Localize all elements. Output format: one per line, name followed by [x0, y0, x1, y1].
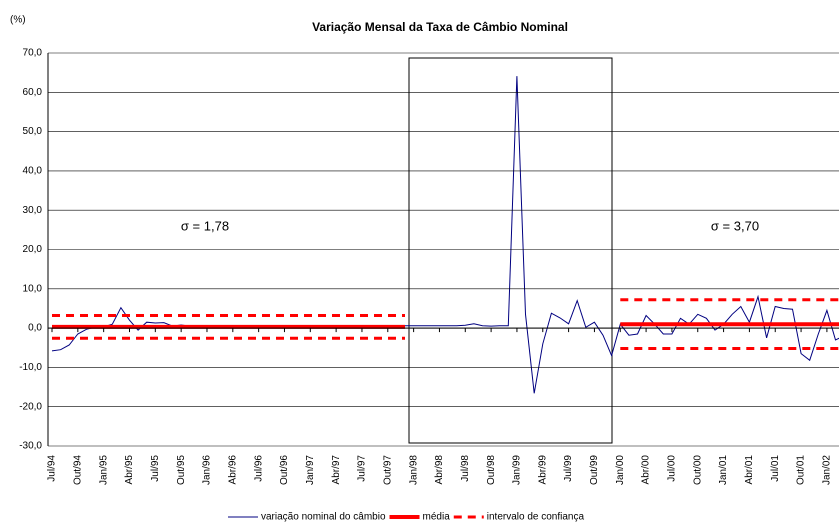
x-tick-label: Jul/96 [253, 455, 264, 482]
x-tick-label: Abr/98 [434, 455, 445, 485]
x-tick-label: Jul/00 [667, 455, 678, 482]
x-tick-label: Abr/99 [537, 455, 548, 485]
y-tick-label: -10,0 [19, 362, 42, 373]
x-tick-label: Out/00 [692, 455, 703, 485]
y-tick-label: -20,0 [19, 401, 42, 412]
x-tick-label: Jul/95 [150, 455, 161, 482]
x-tick-label: Jan/95 [98, 455, 109, 485]
series-line [52, 336, 839, 350]
x-tick-label: Out/99 [589, 455, 600, 485]
plot-area [51, 76, 839, 394]
x-tick-label: Out/98 [486, 455, 497, 485]
x-tick-label: Jan/98 [408, 455, 419, 485]
x-tick-label: Abr/01 [744, 455, 755, 485]
x-tick-label: Jul/01 [770, 455, 781, 482]
annotation: σ = 1,78 [181, 218, 229, 233]
y-tick-label: 70,0 [23, 48, 43, 59]
highlight-box [408, 57, 613, 444]
x-tick-label: Jul/98 [460, 455, 471, 482]
chart-title: Variação Mensal da Taxa de Câmbio Nomina… [312, 20, 568, 34]
x-tick-label: Jul/99 [563, 455, 574, 482]
y-tick-label: 0,0 [28, 323, 42, 334]
y-tick-label: 20,0 [23, 244, 43, 255]
x-tick-label: Jan/99 [512, 455, 523, 485]
x-tick-label: Out/96 [279, 455, 290, 485]
y-tick-label: -30,0 [19, 441, 42, 452]
x-tick-label: Jul/94 [47, 455, 58, 482]
x-tick-label: Out/95 [176, 455, 187, 485]
y-tick-label: 10,0 [23, 283, 43, 294]
legend-label: média [423, 512, 451, 523]
x-tick-label: Jan/97 [305, 455, 316, 485]
x-tick-label: Abr/96 [227, 455, 238, 485]
legend-label: intervalo de confiança [487, 512, 585, 523]
x-tick-label: Abr/95 [124, 455, 135, 485]
x-tick-label: Jan/00 [615, 455, 626, 485]
series-line [52, 322, 839, 329]
x-tick-label: Out/01 [796, 455, 807, 485]
x-tick-label: Jan/96 [202, 455, 213, 485]
x-tick-label: Out/97 [382, 455, 393, 485]
x-tick-label: Abr/00 [641, 455, 652, 485]
legend-label: variação nominal do câmbio [261, 512, 386, 523]
x-tick-label: Out/94 [72, 455, 83, 485]
series-line [52, 298, 839, 317]
y-tick-label: 40,0 [23, 166, 43, 177]
x-tick-label: Abr/97 [331, 455, 342, 485]
y-tick-label: 50,0 [23, 126, 43, 137]
y-axis-label: (%) [10, 15, 26, 26]
series-line [51, 76, 839, 394]
y-tick-label: 30,0 [23, 205, 43, 216]
annotation: σ = 3,70 [711, 218, 759, 233]
x-tick-label: Jan/02 [822, 455, 833, 485]
x-tick-label: Jan/01 [718, 455, 729, 485]
x-tick-label: Jul/97 [357, 455, 368, 482]
y-tick-label: 60,0 [23, 87, 43, 98]
